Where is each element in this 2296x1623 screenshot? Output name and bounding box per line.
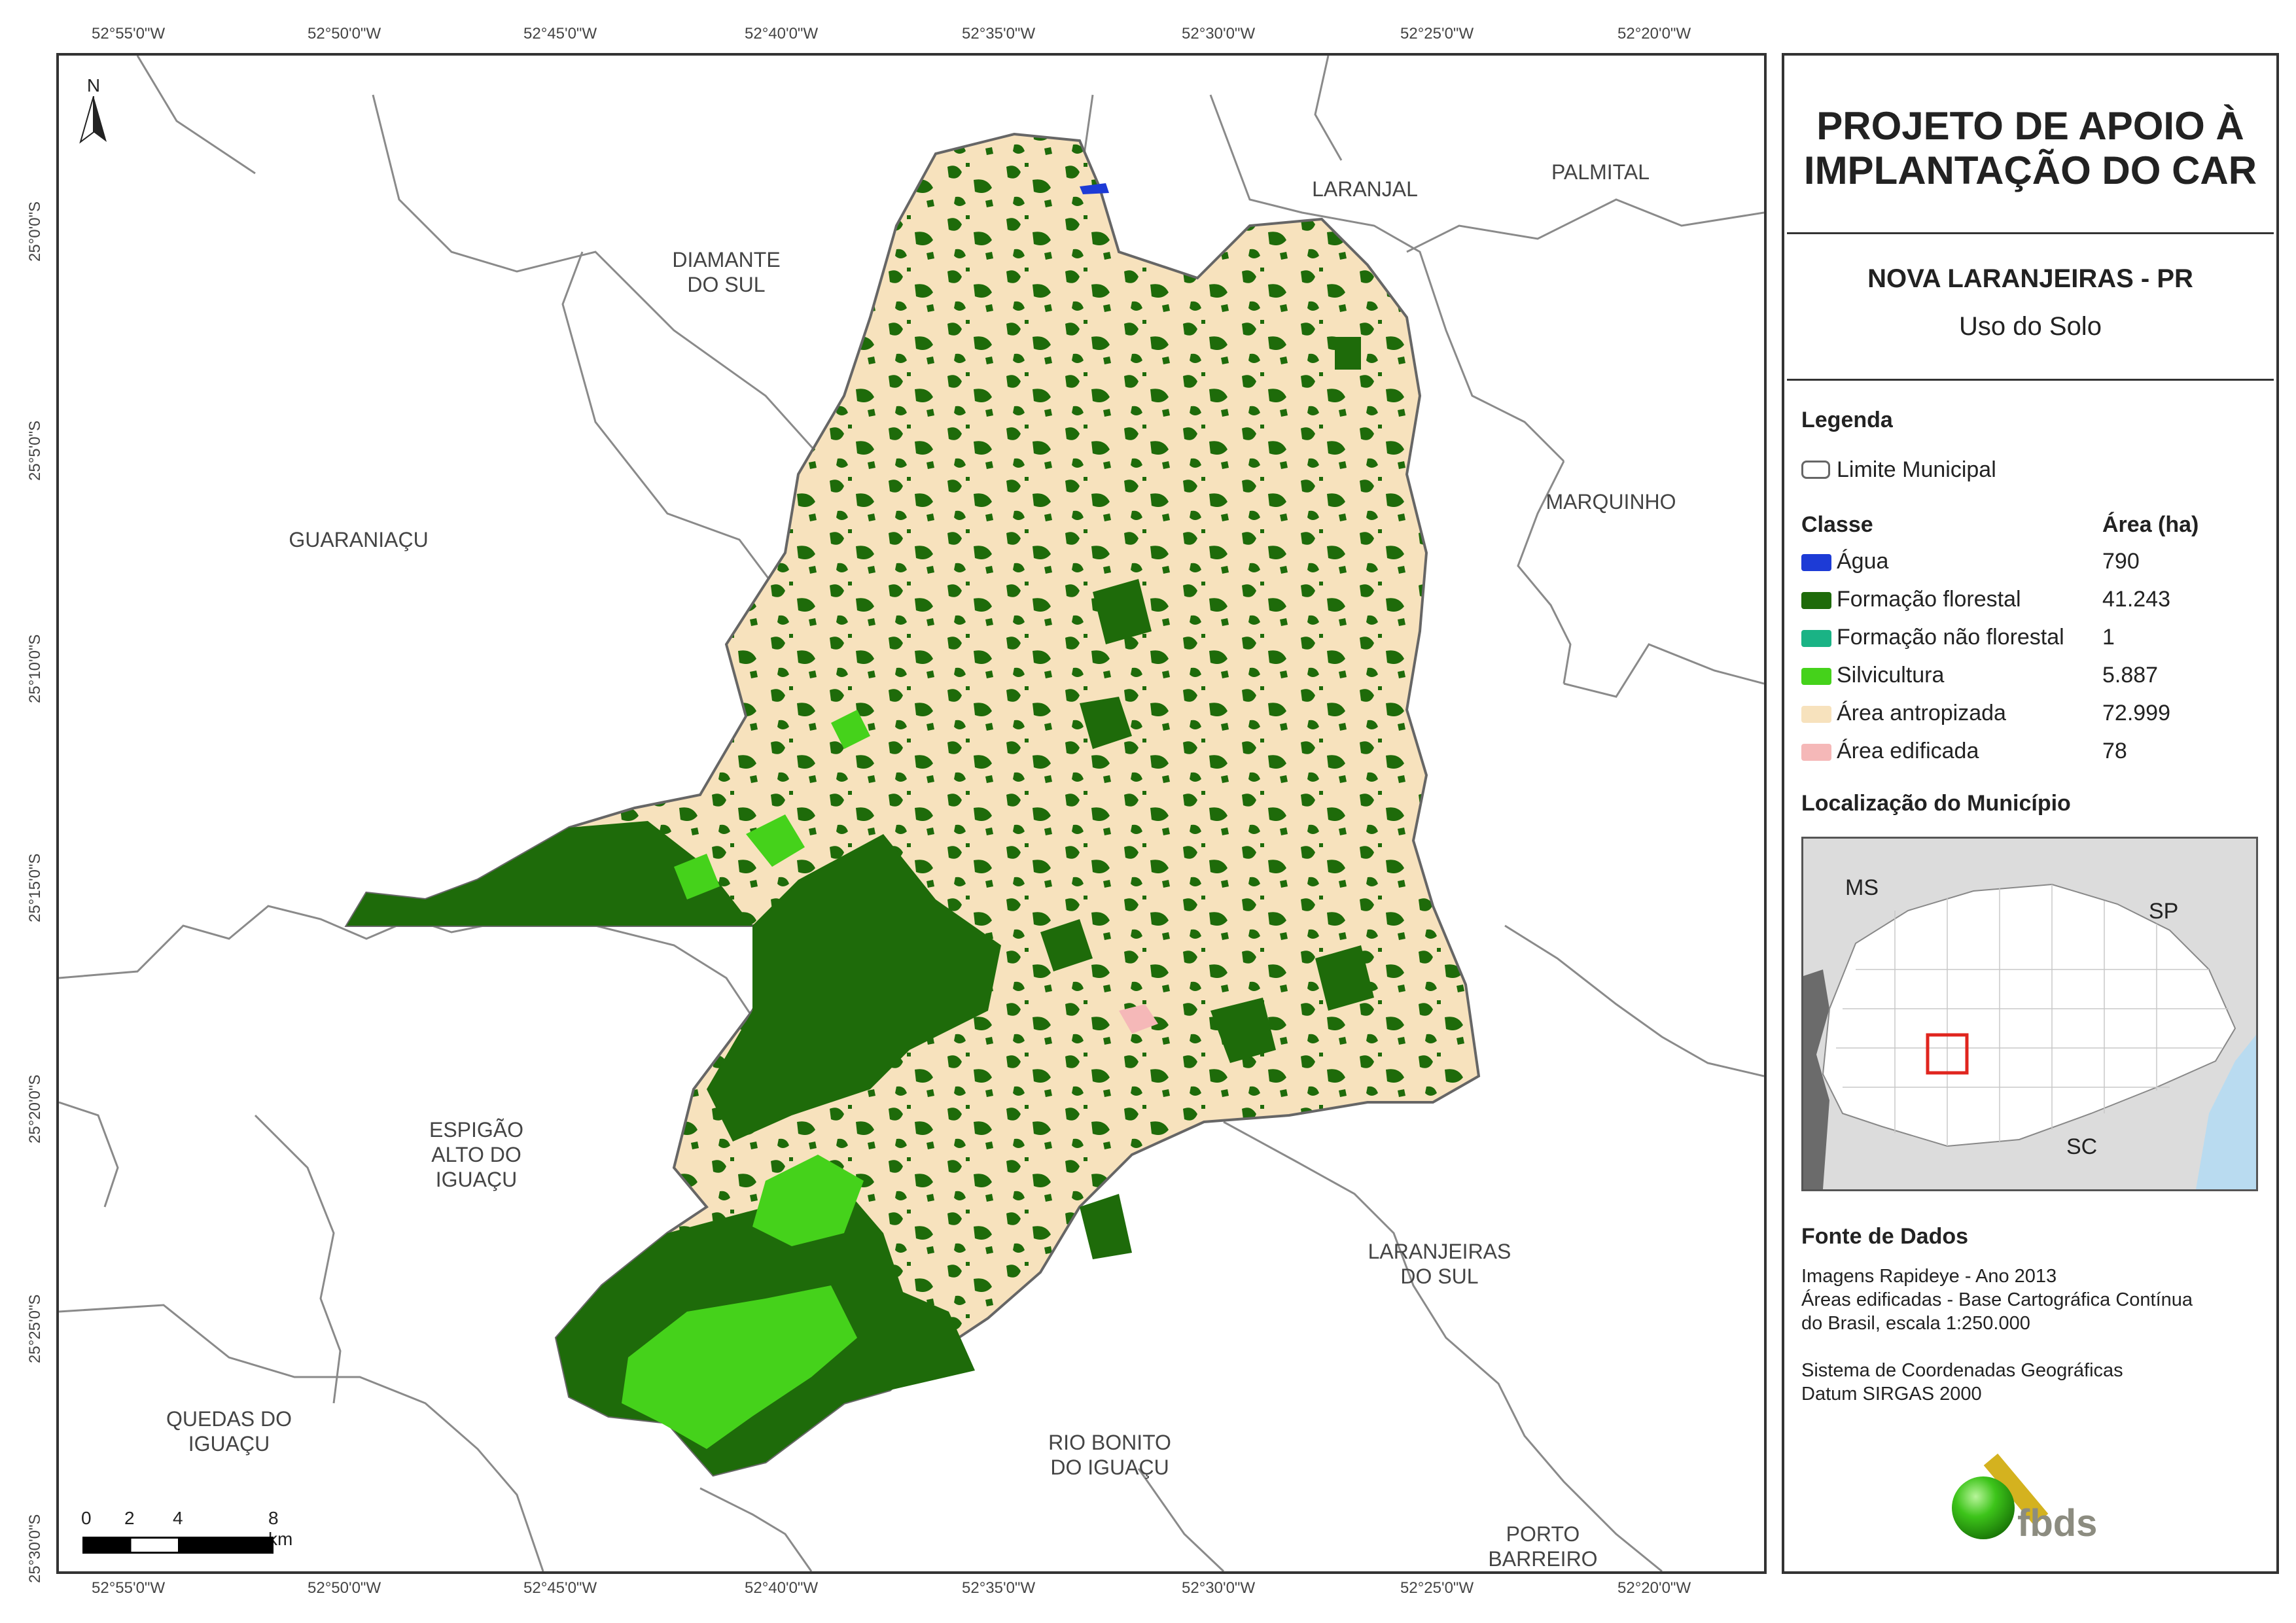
neighbor-laranjeiras-do-sul: LARANJEIRAS DO SUL [1368, 1240, 1511, 1288]
class-formacao-florestal: Formação florestal [1837, 587, 2021, 612]
neighbor-guaraniacu: GUARANIAÇU [289, 528, 429, 551]
lon-label-top-0: 52°55'0"W [92, 25, 166, 43]
swatch-formacao-florestal [1801, 592, 1831, 609]
title-section: PROJETO DE APOIO À IMPLANTAÇÃO DO CAR [1787, 56, 2274, 234]
swatch-area-edificada [1801, 744, 1831, 761]
locator-label-ms: MS [1845, 875, 1879, 900]
class-silvicultura: Silvicultura [1837, 663, 1945, 688]
lon-label-bottom-3: 52°40'0"W [745, 1579, 819, 1597]
location-heading: Localização do Município [1801, 791, 2071, 816]
fbds-logo: fbds [1948, 1437, 2118, 1544]
locator-svg [1803, 883, 2256, 1189]
lon-label-bottom-2: 52°45'0"W [523, 1579, 597, 1597]
info-panel: PROJETO DE APOIO À IMPLANTAÇÃO DO CAR NO… [1782, 53, 2279, 1574]
lat-label-1: 25°5'0"S [26, 420, 44, 481]
scale-label-2: 2 [124, 1508, 135, 1528]
area-area-antropizada: 72.999 [2102, 701, 2170, 725]
neighbor-laranjal: LARANJAL [1312, 177, 1418, 201]
lon-label-bottom-4: 52°35'0"W [962, 1579, 1036, 1597]
north-arrow-icon [79, 96, 107, 144]
source-line-1: Imagens Rapideye - Ano 2013 [1801, 1266, 2057, 1287]
swatch-agua [1801, 554, 1831, 571]
lon-label-top-4: 52°35'0"W [962, 25, 1036, 43]
neighbor-espigao-alto-do-iguacu: ESPIGÃO ALTO DO IGUAÇU [429, 1118, 524, 1191]
swatch-formacao-nao-florestal [1801, 630, 1831, 647]
source-line-5: Sistema de Coordenadas Geográficas [1801, 1360, 2123, 1381]
lon-label-bottom-0: 52°55'0"W [92, 1579, 166, 1597]
logo-sphere-icon [1952, 1476, 2015, 1539]
area-formacao-nao-florestal: 1 [2102, 625, 2115, 650]
area-agua: 790 [2102, 549, 2140, 574]
neighbor-diamante-do-sul: DIAMANTE DO SUL [672, 248, 781, 296]
lon-label-bottom-5: 52°30'0"W [1182, 1579, 1256, 1597]
area-area-edificada: 78 [2102, 739, 2127, 763]
swatch-area-antropizada [1801, 706, 1831, 723]
swatch-silvicultura [1801, 668, 1831, 685]
municipal-boundaries [59, 56, 1764, 1571]
scale-bar-graphic [82, 1537, 274, 1554]
lat-label-0: 25°0'0"S [26, 201, 44, 262]
logo-text: fbds [2017, 1502, 2098, 1544]
neighbor-marquinho: MARQUINHO [1545, 490, 1676, 514]
class-header: Classe [1801, 512, 1873, 537]
neighbor-quedas-do-iguacu: QUEDAS DO IGUAÇU [166, 1407, 292, 1456]
lon-label-top-5: 52°30'0"W [1182, 25, 1256, 43]
area-silvicultura: 5.887 [2102, 663, 2159, 688]
class-agua: Água [1837, 549, 1889, 574]
lon-label-top-1: 52°50'0"W [308, 25, 381, 43]
locator-map: MS SP SC [1801, 837, 2258, 1191]
map-canvas [59, 56, 1764, 1571]
area-header: Área (ha) [2102, 512, 2199, 537]
lat-label-2: 25°10'0"S [26, 634, 44, 703]
class-formacao-nao-florestal: Formação não florestal [1837, 625, 2064, 650]
lat-label-4: 25°20'0"S [26, 1074, 44, 1143]
scale-label-8: 8 km [268, 1508, 293, 1549]
boundary-swatch [1801, 461, 1830, 479]
lon-label-bottom-6: 52°25'0"W [1400, 1579, 1474, 1597]
lat-label-6: 25°30'0"S [26, 1514, 44, 1583]
municipality-title: NOVA LARANJEIRAS - PR [1867, 264, 2193, 293]
source-line-3: do Brasil, escala 1:250.000 [1801, 1313, 2030, 1334]
lat-label-3: 25°15'0"S [26, 853, 44, 922]
municipality-landuse [344, 132, 1481, 1477]
area-formacao-florestal: 41.243 [2102, 587, 2170, 612]
lon-label-top-7: 52°20'0"W [1617, 25, 1691, 43]
neighbor-rio-bonito-do-iguacu: RIO BONITO DO IGUAÇU [1048, 1431, 1171, 1479]
locator-label-sc: SC [2066, 1134, 2098, 1159]
subtitle-section: NOVA LARANJEIRAS - PR Uso do Solo [1787, 234, 2274, 381]
lon-label-top-6: 52°25'0"W [1400, 25, 1474, 43]
source-line-2: Áreas edificadas - Base Cartográfica Con… [1801, 1289, 2193, 1310]
scale-label-0: 0 [81, 1508, 92, 1528]
north-arrow-label: N [86, 75, 101, 96]
class-area-antropizada: Área antropizada [1837, 701, 2006, 725]
map-theme: Uso do Solo [1959, 312, 2102, 341]
map-frame: N 0 2 4 8 km [56, 53, 1767, 1574]
lon-label-top-3: 52°40'0"W [745, 25, 819, 43]
boundary-label: Limite Municipal [1837, 457, 1996, 482]
sources-heading: Fonte de Dados [1801, 1224, 1969, 1249]
north-arrow: N [77, 75, 110, 154]
project-title-line2: IMPLANTAÇÃO DO CAR [1803, 148, 2257, 192]
lon-label-bottom-1: 52°50'0"W [308, 1579, 381, 1597]
source-line-6: Datum SIRGAS 2000 [1801, 1384, 1982, 1405]
lon-label-top-2: 52°45'0"W [523, 25, 597, 43]
neighbor-palmital: PALMITAL [1551, 160, 1650, 184]
scale-bar: 0 2 4 8 km [81, 1508, 304, 1567]
lat-label-5: 25°25'0"S [26, 1294, 44, 1363]
legend-heading: Legenda [1801, 408, 1893, 432]
class-area-edificada: Área edificada [1837, 739, 1979, 763]
project-title-line1: PROJETO DE APOIO À [1816, 104, 2244, 148]
lon-label-bottom-7: 52°20'0"W [1617, 1579, 1691, 1597]
locator-label-sp: SP [2149, 899, 2179, 924]
scale-label-4: 4 [173, 1508, 183, 1528]
neighbor-porto-barreiro: PORTO BARREIRO [1488, 1522, 1598, 1571]
